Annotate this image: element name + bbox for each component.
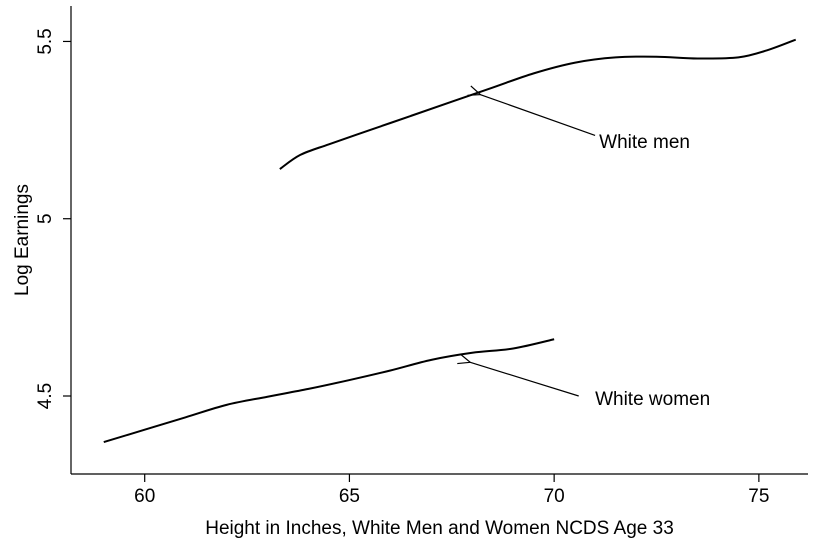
annotation-arrow xyxy=(480,95,596,136)
series-line-white-women xyxy=(103,338,555,444)
y-axis-title: Log Earnings xyxy=(12,184,33,296)
y-tick-label: 4.5 xyxy=(35,383,56,409)
y-tick-label: 5 xyxy=(35,213,56,224)
x-tick-label: 65 xyxy=(339,486,360,507)
y-tick-label: 5.5 xyxy=(35,28,56,54)
x-axis-title: Height in Inches, White Men and Women NC… xyxy=(205,518,674,539)
y-ticks: 4.5 5 5.5 xyxy=(35,28,71,409)
annotation-arrow xyxy=(470,362,579,397)
x-tick-label: 70 xyxy=(544,486,565,507)
annotations-group: White men White women xyxy=(470,95,710,410)
annotation-label: White men xyxy=(599,132,690,153)
x-tick-label: 60 xyxy=(134,486,155,507)
series-group xyxy=(103,38,797,444)
annotation-label: White women xyxy=(595,389,710,410)
axes: 60 65 70 75 4.5 5 5.5 xyxy=(35,6,808,507)
x-ticks: 60 65 70 75 xyxy=(134,474,769,507)
series-line-white-men xyxy=(279,38,797,170)
x-tick-label: 75 xyxy=(748,486,769,507)
